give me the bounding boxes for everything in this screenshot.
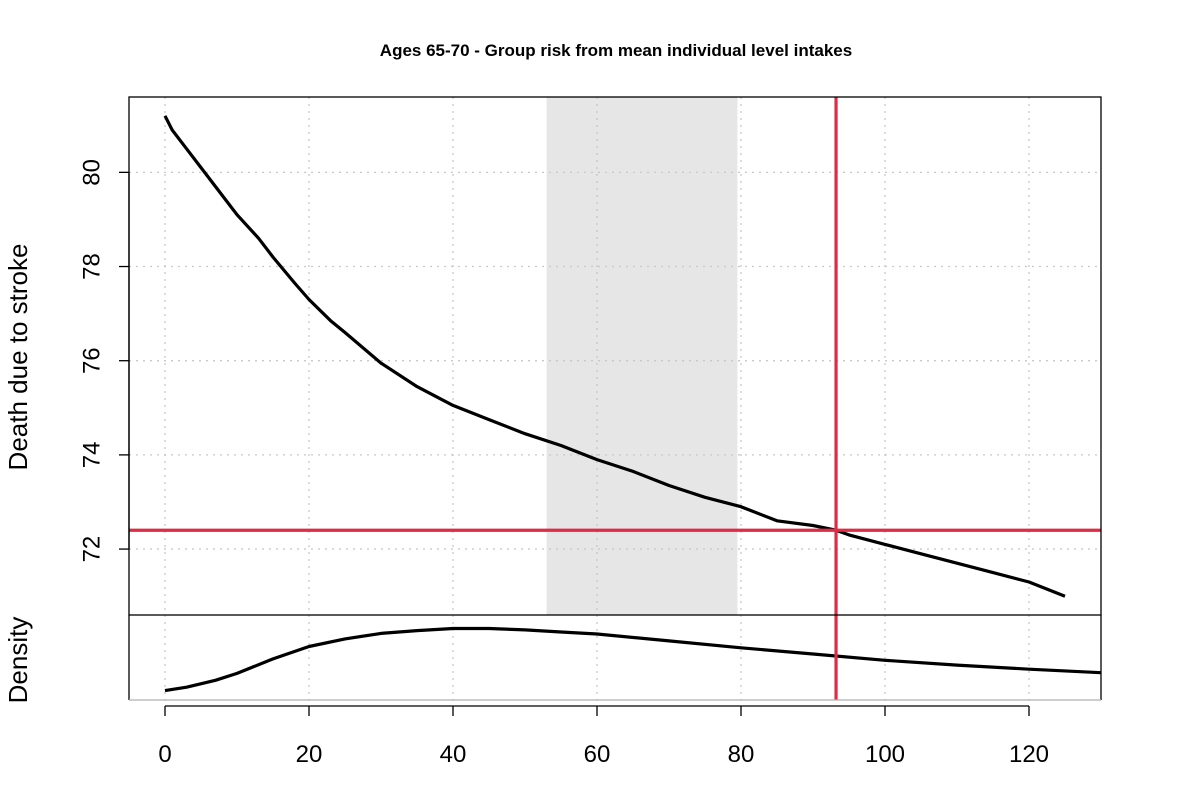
- x-tick-label: 60: [584, 741, 611, 768]
- x-tick-label: 80: [728, 741, 755, 768]
- x-tick-label: 120: [1009, 741, 1049, 768]
- x-tick-label: 0: [158, 741, 171, 768]
- y-tick-label: 74: [78, 442, 105, 469]
- y-tick-label: 72: [78, 536, 105, 563]
- reference-lines-layer: [129, 97, 1101, 700]
- density-line: [164, 626, 1102, 693]
- series-layer: [163, 115, 1102, 693]
- x-tick-label: 40: [440, 741, 467, 768]
- y-axis-title: Death due to stroke: [3, 244, 33, 471]
- shaded-interval-layer: [546, 97, 738, 615]
- y-tick-label: 76: [78, 347, 105, 374]
- axis-layer: 0 20 40 60 80 100 120 72 74 76 78 80: [78, 159, 1049, 768]
- density-axis-title: Density: [3, 617, 33, 704]
- y-tick-label: 78: [78, 253, 105, 280]
- chart-title: Ages 65-70 - Group risk from mean indivi…: [380, 41, 852, 60]
- x-tick-label: 100: [865, 741, 905, 768]
- series-line: [163, 115, 1066, 598]
- y-tick-label: 80: [78, 159, 105, 186]
- grid-layer: [129, 97, 1101, 700]
- x-tick-label: 20: [296, 741, 323, 768]
- shaded-interval: [546, 97, 738, 615]
